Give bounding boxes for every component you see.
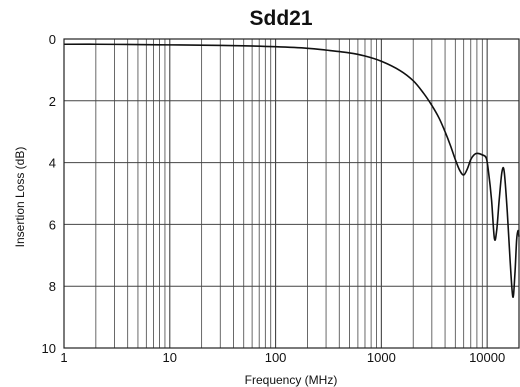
y-axis-label: Insertion Loss (dB) — [13, 147, 27, 248]
y-tick-label-4: 8 — [49, 279, 56, 294]
x-tick-label-0: 1 — [60, 350, 67, 365]
x-tick-label-2: 100 — [265, 350, 287, 365]
x-tick-label-3: 1000 — [367, 350, 396, 365]
y-tick-label-1: 2 — [49, 94, 56, 109]
x-tick-label-1: 10 — [163, 350, 177, 365]
y-tick-label-5: 10 — [42, 341, 56, 356]
x-tick-label-4: 10000 — [469, 350, 505, 365]
y-tick-label-3: 6 — [49, 217, 56, 232]
y-tick-label-2: 4 — [49, 156, 56, 171]
y-tick-label-0: 0 — [49, 32, 56, 47]
plot-frame — [63, 38, 520, 349]
x-axis-ticks: 1 10 100 1000 10000 — [60, 350, 505, 365]
plot-area — [64, 39, 519, 348]
y-axis-ticks: 0 2 4 6 8 10 — [42, 32, 56, 356]
chart-title: Sdd21 — [249, 7, 312, 30]
x-axis-label: Frequency (MHz) — [245, 373, 338, 387]
grid — [64, 39, 520, 348]
series-layer — [63, 43, 520, 298]
series-line-0 — [63, 43, 520, 298]
